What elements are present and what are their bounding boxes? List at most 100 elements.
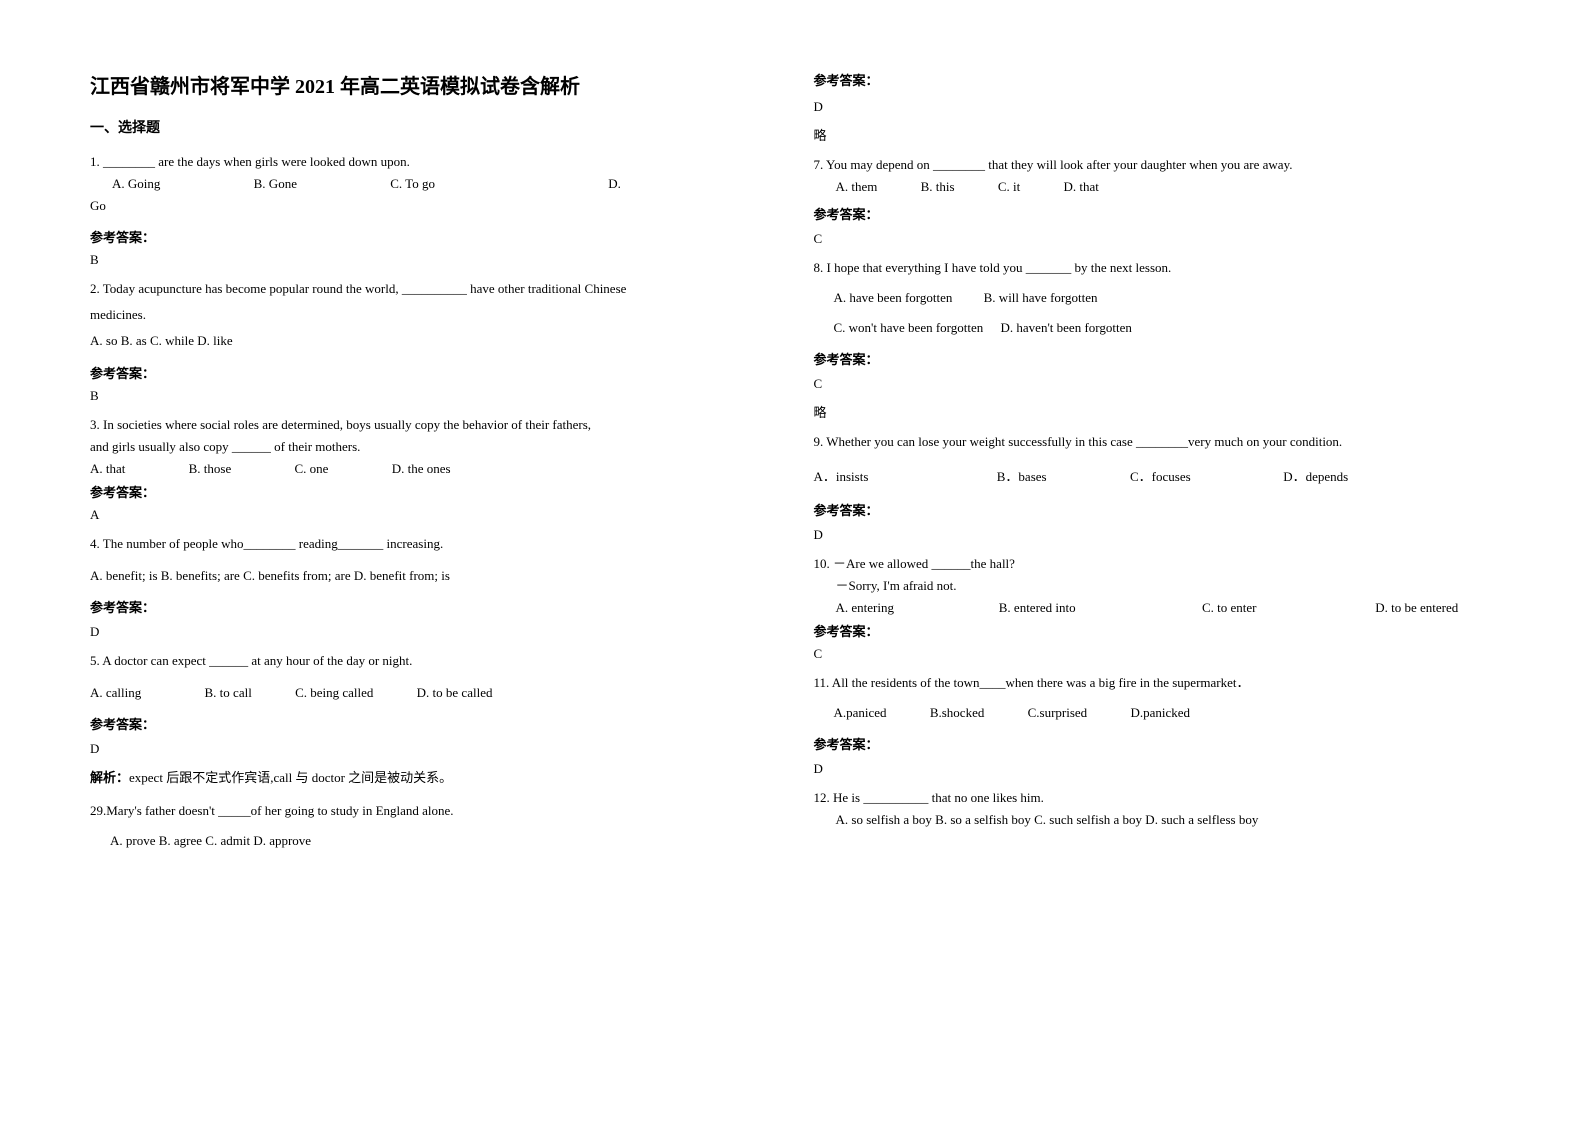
opt-c: C. one	[295, 458, 329, 480]
opt-a: A. have been forgotten	[834, 287, 953, 309]
stem: and girls usually also copy ______ of th…	[90, 436, 784, 458]
opt-a: A. entering	[836, 597, 996, 619]
opt-c: C. being called	[295, 682, 373, 704]
stem: 5. A doctor can expect ______ at any hou…	[90, 650, 784, 672]
opt-d: D. to be entered	[1375, 600, 1458, 615]
stem: 11. All the residents of the town____whe…	[814, 672, 1508, 694]
options: A. benefit; is B. benefits; are C. benef…	[90, 565, 784, 587]
opt-c: C. to enter	[1202, 597, 1372, 619]
opt-c: C.surprised	[1028, 702, 1088, 724]
opt-a: A. them	[836, 176, 878, 198]
stem: 2. Today acupuncture has become popular …	[90, 278, 784, 300]
opt-c: C. To go	[390, 173, 435, 195]
opt-d: D. the ones	[392, 461, 451, 476]
answer-value: D	[814, 527, 1508, 543]
options: A. that B. those C. one D. the ones	[90, 458, 784, 480]
opt-b: B. will have forgotten	[984, 290, 1098, 305]
answer-value: C	[814, 376, 1508, 392]
answer-label: 参考答案：	[90, 363, 784, 382]
explanation: 解析：expect 后跟不定式作宾语,call 与 doctor 之间是被动关系…	[90, 767, 784, 786]
options: A. Going B. Gone C. To go D.	[90, 173, 784, 195]
answer-value: D	[90, 624, 784, 640]
answer-label: 参考答案：	[90, 227, 784, 246]
stem: 4. The number of people who________ read…	[90, 533, 784, 555]
question-7: 7. You may depend on ________ that they …	[814, 154, 1508, 198]
opt-d-text: Go	[90, 195, 784, 217]
stem: 3. In societies where social roles are d…	[90, 414, 784, 436]
answer-value: D	[814, 761, 1508, 777]
exam-title: 江西省赣州市将军中学 2021 年高二英语模拟试卷含解析	[90, 70, 784, 99]
answer-label: 参考答案：	[814, 621, 1508, 640]
options: A. entering B. entered into C. to enter …	[814, 597, 1508, 619]
answer-label: 参考答案：	[814, 734, 1508, 753]
stem: medicines.	[90, 304, 784, 326]
opt-b: B. Gone	[254, 173, 297, 195]
answer-label: 参考答案：	[814, 204, 1508, 223]
opt-d: D.panicked	[1130, 705, 1190, 720]
options: A. so B. as C. while D. like	[90, 330, 784, 352]
left-column: 江西省赣州市将军中学 2021 年高二英语模拟试卷含解析 一、选择题 1. __…	[90, 70, 814, 1082]
opt-a: A.paniced	[834, 702, 887, 724]
explain-text: expect 后跟不定式作宾语,call 与 doctor 之间是被动关系。	[129, 770, 452, 785]
opt-b: B. those	[189, 458, 232, 480]
extra: 略	[814, 125, 1508, 144]
right-column: 参考答案： D 略 7. You may depend on ________ …	[814, 70, 1538, 1082]
opt-b: B. entered into	[999, 597, 1199, 619]
stem: －Sorry, I'm afraid not.	[836, 575, 1508, 597]
question-9: 9. Whether you can lose your weight succ…	[814, 431, 1508, 487]
question-2: 2. Today acupuncture has become popular …	[90, 278, 784, 352]
opt-d-prefix: D.	[608, 176, 621, 191]
answer-label: 参考答案：	[814, 500, 1508, 519]
opt-d: D. that	[1064, 179, 1099, 194]
options: A．insists B．bases C．focuses D．depends	[814, 466, 1508, 488]
answer-label: 参考答案：	[90, 597, 784, 616]
answer-value: A	[90, 507, 784, 523]
opt-a: A. calling	[90, 682, 141, 704]
options-row1: A. have been forgotten B. will have forg…	[834, 287, 1508, 309]
stem: 1. ________ are the days when girls were…	[90, 151, 784, 173]
opt-b: B. this	[921, 176, 955, 198]
options: A. calling B. to call C. being called D.…	[90, 682, 784, 704]
question-11: 11. All the residents of the town____whe…	[814, 672, 1508, 724]
extra: 略	[814, 402, 1508, 421]
opt-b: B. to call	[205, 682, 252, 704]
question-1: 1. ________ are the days when girls were…	[90, 151, 784, 217]
question-29: 29.Mary's father doesn't _____of her goi…	[90, 800, 784, 852]
stem: 12. He is __________ that no one likes h…	[814, 787, 1508, 809]
question-5: 5. A doctor can expect ______ at any hou…	[90, 650, 784, 704]
options: A. so selfish a boy B. so a selfish boy …	[836, 809, 1508, 831]
opt-b: B．bases	[997, 466, 1127, 488]
answer-value: B	[90, 252, 784, 268]
opt-a: A. that	[90, 458, 125, 480]
opt-c: C. it	[998, 176, 1020, 198]
question-3: 3. In societies where social roles are d…	[90, 414, 784, 480]
opt-c: C．focuses	[1130, 466, 1280, 488]
explain-label: 解析：	[90, 770, 129, 785]
section-heading: 一、选择题	[90, 117, 784, 137]
options-row2: C. won't have been forgotten D. haven't …	[834, 317, 1508, 339]
answer-value: B	[90, 388, 784, 404]
answer-value: D	[90, 741, 784, 757]
options: A.paniced B.shocked C.surprised D.panick…	[834, 702, 1508, 724]
answer-label: 参考答案：	[90, 714, 784, 733]
opt-a: A. Going	[112, 173, 160, 195]
answer-label: 参考答案：	[814, 349, 1508, 368]
answer-value: C	[814, 646, 1508, 662]
question-8: 8. I hope that everything I have told yo…	[814, 257, 1508, 339]
answer-label: 参考答案：	[814, 70, 1508, 89]
opt-d: D. haven't been forgotten	[1001, 320, 1132, 335]
answer-label: 参考答案：	[90, 482, 784, 501]
answer-value: D	[814, 99, 1508, 115]
opt-b: B.shocked	[930, 702, 985, 724]
opt-d: D. to be called	[417, 685, 493, 700]
question-10: 10. －Are we allowed ______the hall? －Sor…	[814, 553, 1508, 619]
answer-value: C	[814, 231, 1508, 247]
stem: 10. －Are we allowed ______the hall?	[814, 553, 1508, 575]
opt-d: D．depends	[1283, 469, 1348, 484]
stem: 9. Whether you can lose your weight succ…	[814, 431, 1508, 453]
stem: 7. You may depend on ________ that they …	[814, 154, 1508, 176]
question-4: 4. The number of people who________ read…	[90, 533, 784, 587]
options: A. them B. this C. it D. that	[814, 176, 1508, 198]
opt-a: A．insists	[814, 466, 994, 488]
opt-c: C. won't have been forgotten	[834, 317, 984, 339]
